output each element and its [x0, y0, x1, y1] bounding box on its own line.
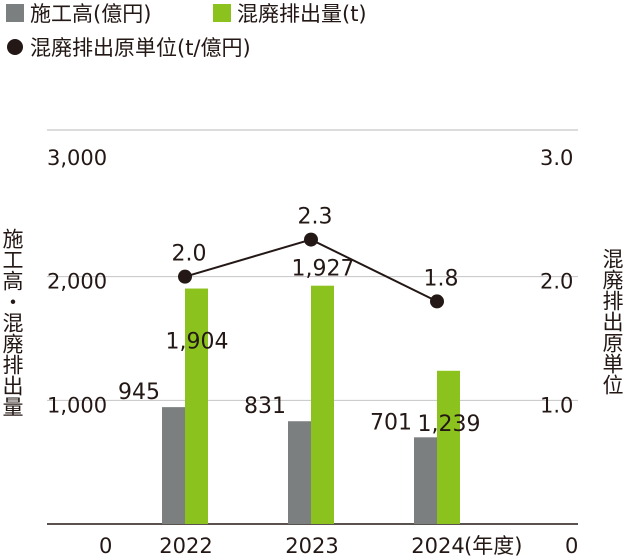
data-label-construction: 945 — [118, 380, 160, 405]
data-label-waste: 1,927 — [292, 257, 355, 282]
bar-waste — [185, 288, 208, 524]
legend: 施工高(億円) 混廃排出量(t) 混廃排出原単位(t/億円) — [6, 2, 367, 60]
data-label-construction: 831 — [244, 394, 286, 419]
data-label-intensity: 2.0 — [172, 242, 207, 267]
bar-waste — [437, 370, 460, 524]
legend-marker-intensity — [7, 39, 23, 55]
data-label-waste: 1,239 — [418, 412, 481, 437]
right-tick-label: 3.0 — [540, 146, 573, 170]
legend-label-waste: 混廃排出量(t) — [237, 2, 367, 26]
x-tick-label: 2024 — [411, 534, 464, 558]
data-label-intensity: 1.8 — [424, 266, 459, 291]
bar-construction — [288, 421, 311, 524]
legend-swatch-waste — [213, 4, 231, 22]
left-tick-label: 3,000 — [47, 146, 107, 170]
bars — [162, 285, 460, 524]
right-axis-title: 混廃排出原単位 — [600, 248, 624, 395]
bar-waste — [311, 285, 334, 524]
legend-label-construction: 施工高(億円) — [30, 2, 151, 26]
left-tick-label: 0 — [99, 534, 112, 558]
data-label-intensity: 2.3 — [298, 205, 333, 230]
data-label-construction: 701 — [370, 410, 412, 435]
x-tick-label: 2023 — [285, 534, 338, 558]
intensity-line — [178, 232, 444, 309]
left-tick-label: 2,000 — [47, 270, 107, 294]
tick-labels: 0 1,000 2,000 3,000 0 1.0 2.0 3.0 2022 2023 2024 — [47, 146, 578, 558]
left-axis-title: 施工高・混廃排出量 — [0, 228, 24, 417]
bar-construction — [414, 437, 437, 524]
intensity-point — [304, 232, 318, 247]
intensity-point — [178, 269, 192, 284]
right-tick-label: 1.0 — [540, 393, 573, 417]
data-label-waste: 1,904 — [166, 330, 229, 355]
left-tick-label: 1,000 — [47, 393, 107, 417]
x-tick-label: 2022 — [159, 534, 212, 558]
legend-swatch-construction — [6, 4, 24, 22]
right-tick-label: 0 — [565, 534, 578, 558]
bar-construction — [162, 407, 185, 524]
legend-label-intensity: 混廃排出原単位(t/億円) — [30, 36, 251, 60]
x-axis-unit: (年度) — [464, 534, 522, 558]
intensity-point — [430, 294, 444, 309]
right-tick-label: 2.0 — [540, 270, 573, 294]
